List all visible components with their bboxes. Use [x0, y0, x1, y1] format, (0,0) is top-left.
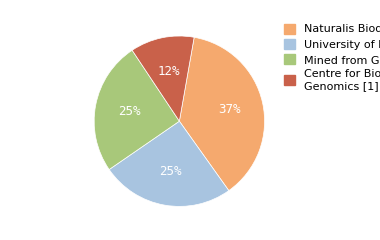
Wedge shape [132, 36, 194, 121]
Legend: Naturalis Biodiversity Center [3], University of Basel [2], Mined from GenBank, : Naturalis Biodiversity Center [3], Unive… [281, 20, 380, 94]
Wedge shape [109, 121, 229, 206]
Wedge shape [179, 37, 264, 191]
Text: 37%: 37% [218, 103, 241, 116]
Wedge shape [94, 50, 179, 169]
Text: 25%: 25% [118, 105, 141, 118]
Text: 12%: 12% [158, 65, 180, 78]
Text: 25%: 25% [159, 165, 182, 178]
